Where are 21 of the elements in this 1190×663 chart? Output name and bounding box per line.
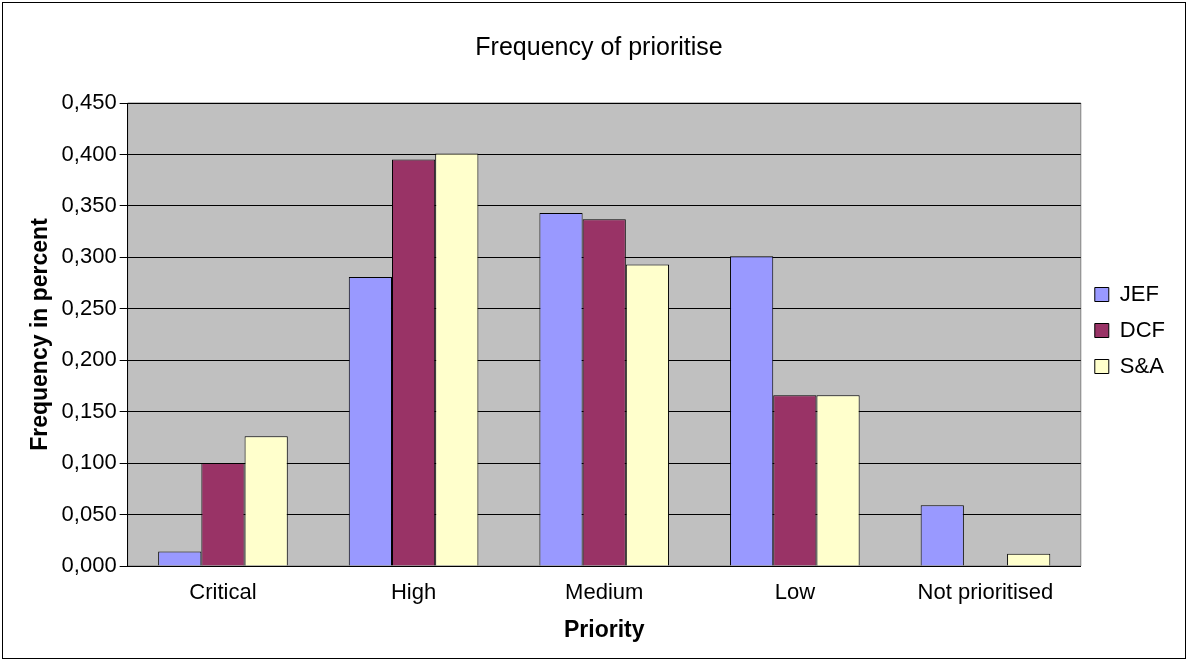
legend-label: DCF xyxy=(1119,316,1165,342)
legend-label: S&A xyxy=(1119,352,1165,378)
y-tick-label: 0,200 xyxy=(61,346,117,372)
x-tick-label: Medium xyxy=(565,579,644,605)
x-axis-title: Priority xyxy=(563,615,645,642)
y-tick-label: 0,100 xyxy=(61,449,117,475)
y-tick-label: 0,400 xyxy=(61,140,117,166)
legend-label: JEF xyxy=(1119,280,1159,306)
y-tick-label: 0,050 xyxy=(61,500,117,526)
x-tick-label: Low xyxy=(774,579,816,605)
y-tick-label: 0,000 xyxy=(61,552,117,578)
x-tick-label: Not prioritised xyxy=(917,579,1054,605)
y-tick-label: 0,150 xyxy=(61,397,117,423)
y-tick-label: 0,300 xyxy=(61,243,117,269)
x-tick-label: Critical xyxy=(189,579,257,605)
y-axis-title: Frequency in percent xyxy=(26,217,53,451)
chart-title: Frequency of prioritise xyxy=(475,31,723,60)
y-tick-label: 0,350 xyxy=(61,191,117,217)
y-tick-label: 0,450 xyxy=(61,89,117,115)
x-tick-label: High xyxy=(390,579,437,605)
y-tick-label: 0,250 xyxy=(61,294,117,320)
